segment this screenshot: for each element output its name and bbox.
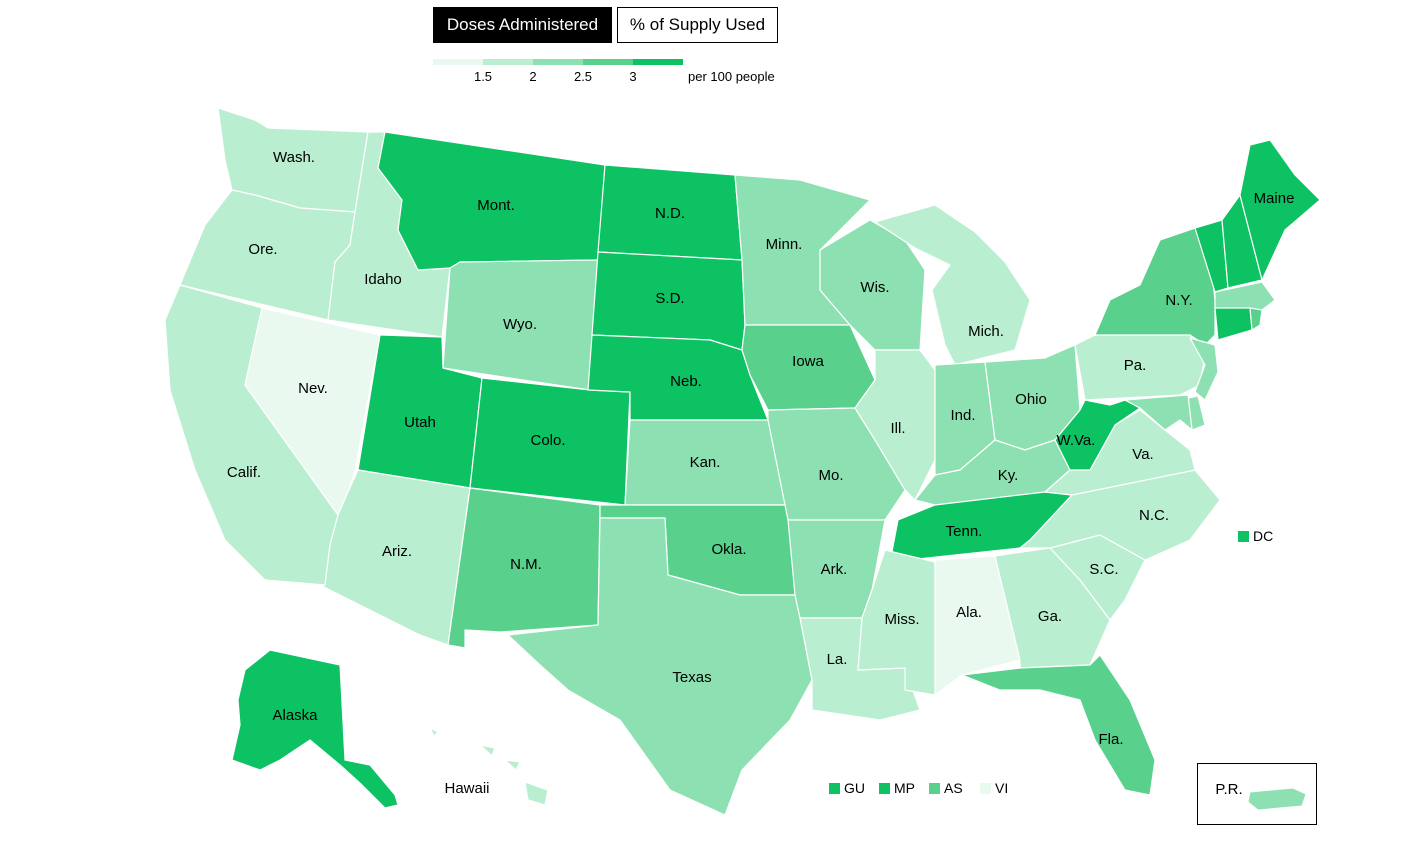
label-wash: Wash. [273,149,315,166]
territory-dc[interactable]: DC [1238,528,1273,544]
label-nc: N.C. [1139,507,1169,524]
label-idaho: Idaho [364,271,402,288]
state-md[interactable] [1124,394,1193,431]
state-nj[interactable] [1189,337,1219,401]
territory-gu[interactable]: GU [829,780,865,796]
label-ohio: Ohio [1015,391,1047,408]
label-alaska: Alaska [272,707,318,724]
territory-as-swatch [929,782,940,794]
supply-used-tab[interactable]: % of Supply Used [617,7,778,43]
state-colo[interactable] [469,377,631,506]
label-ill: Ill. [891,420,906,437]
label-mo: Mo. [818,467,843,484]
state-fla[interactable] [961,654,1156,796]
label-va: Va. [1132,446,1153,463]
label-tenn: Tenn. [946,523,983,540]
label-mich: Mich. [968,323,1004,340]
territory-vi-swatch [980,782,991,794]
label-nd: N.D. [655,205,685,222]
label-ore: Ore. [248,241,277,258]
label-wyo: Wyo. [503,316,537,333]
label-ind: Ind. [950,407,975,424]
label-pr: P.R. [1215,781,1242,798]
territory-mp-label: MP [894,780,915,796]
state-ny[interactable] [1094,227,1216,346]
label-ny: N.Y. [1165,292,1192,309]
legend-tick-3: 3 [629,69,637,84]
state-ct[interactable] [1214,307,1253,341]
state-maine[interactable] [1239,139,1321,281]
label-nev: Nev. [298,380,328,397]
state-pr[interactable] [1247,787,1307,811]
state-alaska[interactable] [231,649,399,809]
legend-swatch-3 [583,59,633,65]
label-colo: Colo. [530,432,565,449]
state-ill[interactable] [854,349,936,501]
legend-unit: per 100 people [688,69,775,84]
label-pa: Pa. [1124,357,1147,374]
label-utah: Utah [404,414,436,431]
label-ariz: Ariz. [382,543,412,560]
legend-swatch-4 [633,59,683,65]
label-texas: Texas [672,669,711,686]
label-calif: Calif. [227,464,261,481]
state-texas[interactable] [507,517,813,816]
legend-tick-1: 2 [529,69,537,84]
label-ga: Ga. [1038,608,1062,625]
label-ala: Ala. [956,604,982,621]
territory-dc-swatch [1238,530,1249,542]
label-mont: Mont. [477,197,515,214]
label-minn: Minn. [766,236,803,253]
state-ma[interactable] [1214,281,1276,311]
territory-mp-swatch [879,782,890,794]
legend-swatch-2 [533,59,583,65]
label-maine: Maine [1254,190,1295,207]
label-hawaii: Hawaii [444,780,489,797]
label-la: La. [827,651,848,668]
label-iowa: Iowa [792,353,824,370]
territory-dc-label: DC [1253,528,1274,544]
label-sc: S.C. [1089,561,1118,578]
territory-vi[interactable]: VI [980,780,1008,796]
label-sd: S.D. [655,290,684,307]
legend-swatch-0 [433,59,483,65]
label-ark: Ark. [821,561,848,578]
state-ri[interactable] [1249,307,1263,331]
label-miss: Miss. [885,611,920,628]
label-ky: Ky. [998,467,1019,484]
legend-swatch-1 [483,59,533,65]
state-nc[interactable] [1019,469,1221,561]
label-fla: Fla. [1098,731,1123,748]
label-wva: W.Va. [1057,432,1096,449]
label-nm: N.M. [510,556,542,573]
legend-tick-2: 2.5 [573,69,593,84]
label-wis: Wis. [860,279,889,296]
territory-vi-label: VI [995,780,1009,796]
state-mich[interactable] [874,204,1031,366]
legend-tick-0: 1.5 [473,69,493,84]
label-neb: Neb. [670,373,702,390]
territory-gu-swatch [829,782,840,794]
puerto-rico-inset: P.R. [1197,763,1317,825]
territory-mp[interactable]: MP [879,780,915,796]
state-ala[interactable] [934,555,1021,696]
state-hawaii[interactable] [429,727,549,806]
state-wyo[interactable] [442,259,599,391]
territory-as[interactable]: AS [929,780,963,796]
doses-administered-tab[interactable]: Doses Administered [433,7,612,43]
territory-as-label: AS [944,780,963,796]
label-okla: Okla. [711,541,746,558]
territory-gu-label: GU [844,780,865,796]
label-kan: Kan. [690,454,721,471]
